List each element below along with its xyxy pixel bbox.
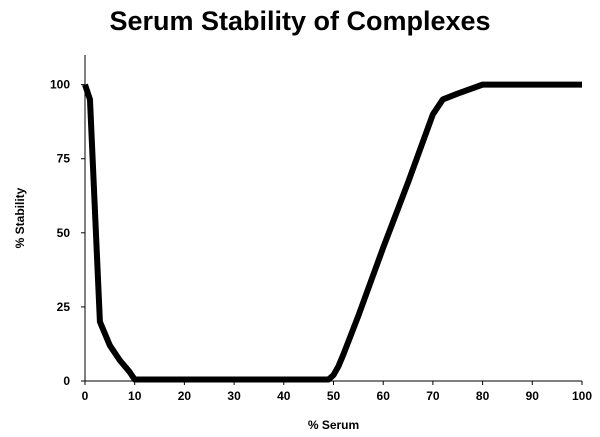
y-tick-label: 25 — [57, 300, 71, 314]
y-tick-label: 75 — [57, 152, 71, 166]
x-axis-label: % Serum — [308, 418, 359, 432]
y-tick-label: 100 — [50, 78, 70, 92]
y-tick-label: 0 — [63, 374, 70, 388]
x-tick-label: 30 — [227, 389, 241, 403]
x-tick-label: 70 — [426, 389, 440, 403]
axes — [84, 55, 582, 382]
x-tick-label: 0 — [82, 389, 89, 403]
x-tick-label: 20 — [178, 389, 192, 403]
y-axis-label: % Stability — [13, 187, 27, 248]
chart-title: Serum Stability of Complexes — [109, 6, 491, 36]
series-line — [82, 81, 582, 383]
y-tick-label: 50 — [57, 226, 71, 240]
x-tick-label: 80 — [476, 389, 490, 403]
ticks: 0 10 20 30 40 50 60 70 80 90 100 0 25 50 75 100 — [50, 78, 592, 403]
x-tick-label: 100 — [572, 389, 592, 403]
x-tick-label: 10 — [128, 389, 142, 403]
x-tick-label: 90 — [526, 389, 540, 403]
x-tick-label: 40 — [277, 389, 291, 403]
x-tick-label: 50 — [327, 389, 341, 403]
x-tick-label: 60 — [377, 389, 391, 403]
series-layer — [82, 81, 582, 383]
